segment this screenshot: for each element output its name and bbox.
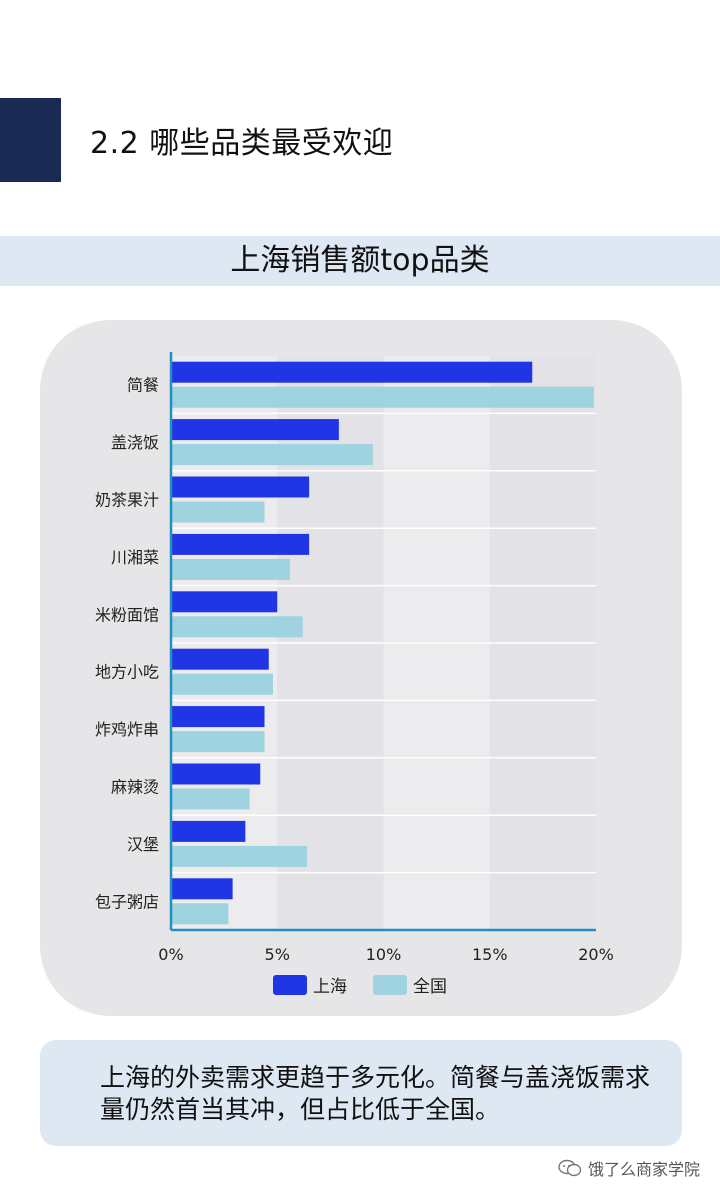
legend-label-shanghai: 上海 bbox=[313, 977, 347, 997]
subtitle-band: 上海销售额top品类 bbox=[0, 236, 720, 286]
bar-shanghai bbox=[171, 476, 310, 498]
bar-shanghai bbox=[171, 419, 339, 441]
summary-text: 上海的外卖需求更趋于多元化。简餐与盖浇饭需求量仍然首当其冲，但占比低于全国。 bbox=[100, 1063, 651, 1124]
chart-title: 上海销售额top品类 bbox=[230, 243, 490, 278]
bar-shanghai bbox=[171, 878, 233, 900]
x-tick-label: 15% bbox=[472, 945, 508, 964]
bar-shanghai bbox=[171, 648, 269, 670]
bar-shanghai bbox=[171, 820, 246, 842]
category-label: 川湘菜 bbox=[111, 548, 159, 567]
x-tick-label: 0% bbox=[158, 945, 183, 964]
bar-national bbox=[171, 444, 373, 466]
section-title: 2.2 哪些品类最受欢迎 bbox=[90, 126, 394, 161]
bar-national bbox=[171, 673, 273, 695]
category-label: 简餐 bbox=[127, 376, 159, 395]
chart-panel: 简餐盖浇饭奶茶果汁川湘菜米粉面馆地方小吃炸鸡炸串麻辣烫汉堡包子粥店 0% 5% 10%… bbox=[40, 320, 682, 1016]
watermark: 饿了么商家学院 bbox=[558, 1156, 700, 1180]
bar-national bbox=[171, 501, 265, 523]
category-label: 炸鸡炸串 bbox=[95, 720, 159, 739]
bar-national bbox=[171, 616, 303, 638]
category-label: 米粉面馆 bbox=[95, 605, 159, 624]
wechat-icon bbox=[558, 1159, 582, 1177]
bar-shanghai bbox=[171, 533, 310, 555]
section-marker bbox=[0, 98, 61, 182]
category-label: 地方小吃 bbox=[95, 663, 159, 682]
bar-national bbox=[171, 386, 594, 408]
summary-box: 上海的外卖需求更趋于多元化。简餐与盖浇饭需求量仍然首当其冲，但占比低于全国。 bbox=[40, 1040, 682, 1146]
bar-national bbox=[171, 903, 229, 925]
bar-shanghai bbox=[171, 763, 261, 785]
bar-shanghai bbox=[171, 591, 278, 613]
bar-national bbox=[171, 845, 307, 867]
x-tick-label: 5% bbox=[265, 945, 290, 964]
category-label: 盖浇饭 bbox=[111, 433, 159, 452]
bar-shanghai bbox=[171, 361, 533, 383]
bar-national bbox=[171, 788, 250, 810]
watermark-text: 饿了么商家学院 bbox=[587, 1160, 700, 1179]
category-label: 汉堡 bbox=[127, 835, 159, 854]
bar-national bbox=[171, 558, 290, 580]
legend-swatch-shanghai bbox=[273, 975, 307, 995]
category-label: 奶茶果汁 bbox=[95, 491, 159, 510]
x-tick-label: 20% bbox=[578, 945, 614, 964]
category-label: 麻辣烫 bbox=[111, 778, 159, 797]
legend-swatch-national bbox=[373, 975, 407, 995]
legend-label-national: 全国 bbox=[413, 977, 447, 997]
bar-national bbox=[171, 731, 265, 753]
category-label: 包子粥店 bbox=[95, 892, 159, 911]
x-tick-label: 10% bbox=[366, 945, 402, 964]
bar-shanghai bbox=[171, 706, 265, 728]
